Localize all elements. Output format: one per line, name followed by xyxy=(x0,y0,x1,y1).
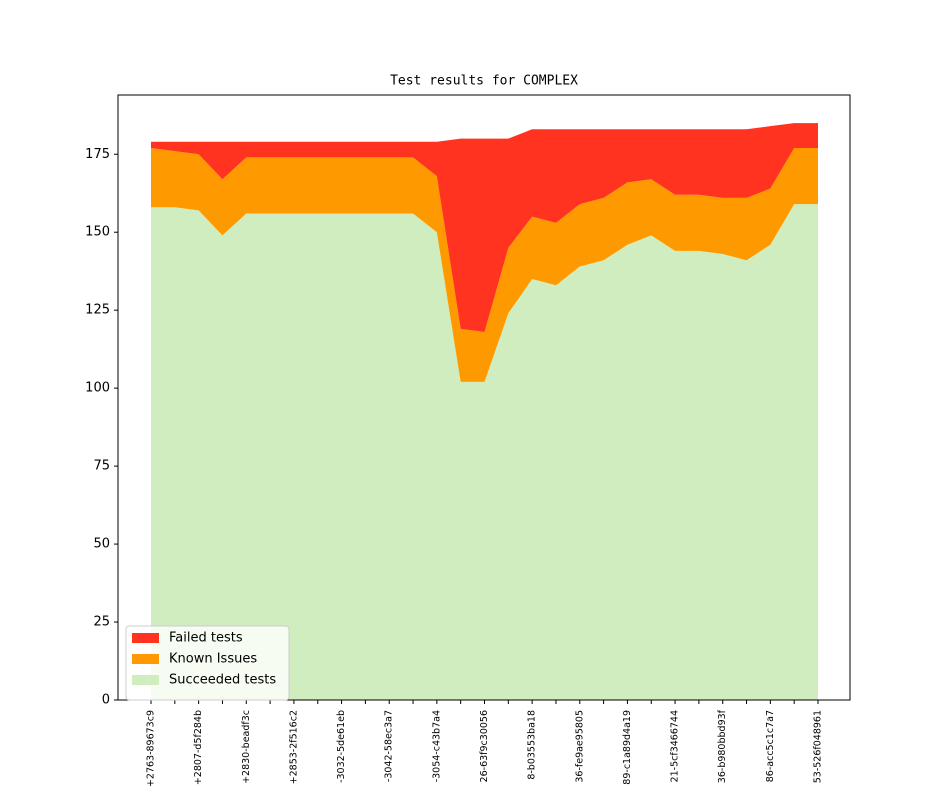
y-tick-label: 0 xyxy=(102,693,110,708)
legend-swatch xyxy=(132,654,159,664)
x-tick-label: 86-acc5c1c7a7 xyxy=(765,710,776,782)
area xyxy=(151,204,818,701)
x-tick-label: +2807-d5f284b xyxy=(193,710,204,785)
legend-label: Succeeded tests xyxy=(169,673,276,688)
x-tick-label: 36-fe9ae95805 xyxy=(574,710,585,783)
y-tick-label: 150 xyxy=(85,225,110,240)
x-tick-label: -3032-5de61eb xyxy=(336,710,347,783)
legend-box xyxy=(125,625,290,701)
x-tick-label: +2763-89673c9 xyxy=(146,710,157,787)
area xyxy=(151,123,818,333)
x-tick-label: 89-c1a89d4a19 xyxy=(622,710,633,785)
x-tick-label: 36-b980bbd93f xyxy=(717,709,728,783)
x-tick-label: 26-63f9c30056 xyxy=(479,710,490,782)
y-tick-label: 75 xyxy=(93,459,110,474)
y-tick-label: 125 xyxy=(85,303,110,318)
x-tick-label: 53-526f048961 xyxy=(813,710,824,783)
y-tick-label: 25 xyxy=(93,615,110,630)
y-tick-label: 100 xyxy=(85,381,110,396)
x-tick-label: +2853-2f516c2 xyxy=(288,710,299,784)
x-tick-label: -3054-c43b7a4 xyxy=(431,710,442,782)
x-tick-label: 21-5cf3466744 xyxy=(670,710,681,782)
y-tick-label: 50 xyxy=(93,537,110,552)
legend-label: Known Issues xyxy=(169,652,257,667)
y-tick-label: 175 xyxy=(85,147,110,162)
legend-swatch xyxy=(132,675,159,685)
area xyxy=(151,148,818,382)
legend-swatch xyxy=(132,633,159,643)
chart-title: Test results for COMPLEX xyxy=(390,74,578,89)
x-tick-label: -3042-58ec3a7 xyxy=(384,710,395,782)
x-tick-label: 8-b03553ba18 xyxy=(527,710,538,780)
x-tick-label: +2830-beadf3c xyxy=(241,710,252,784)
legend-label: Failed tests xyxy=(169,631,243,646)
